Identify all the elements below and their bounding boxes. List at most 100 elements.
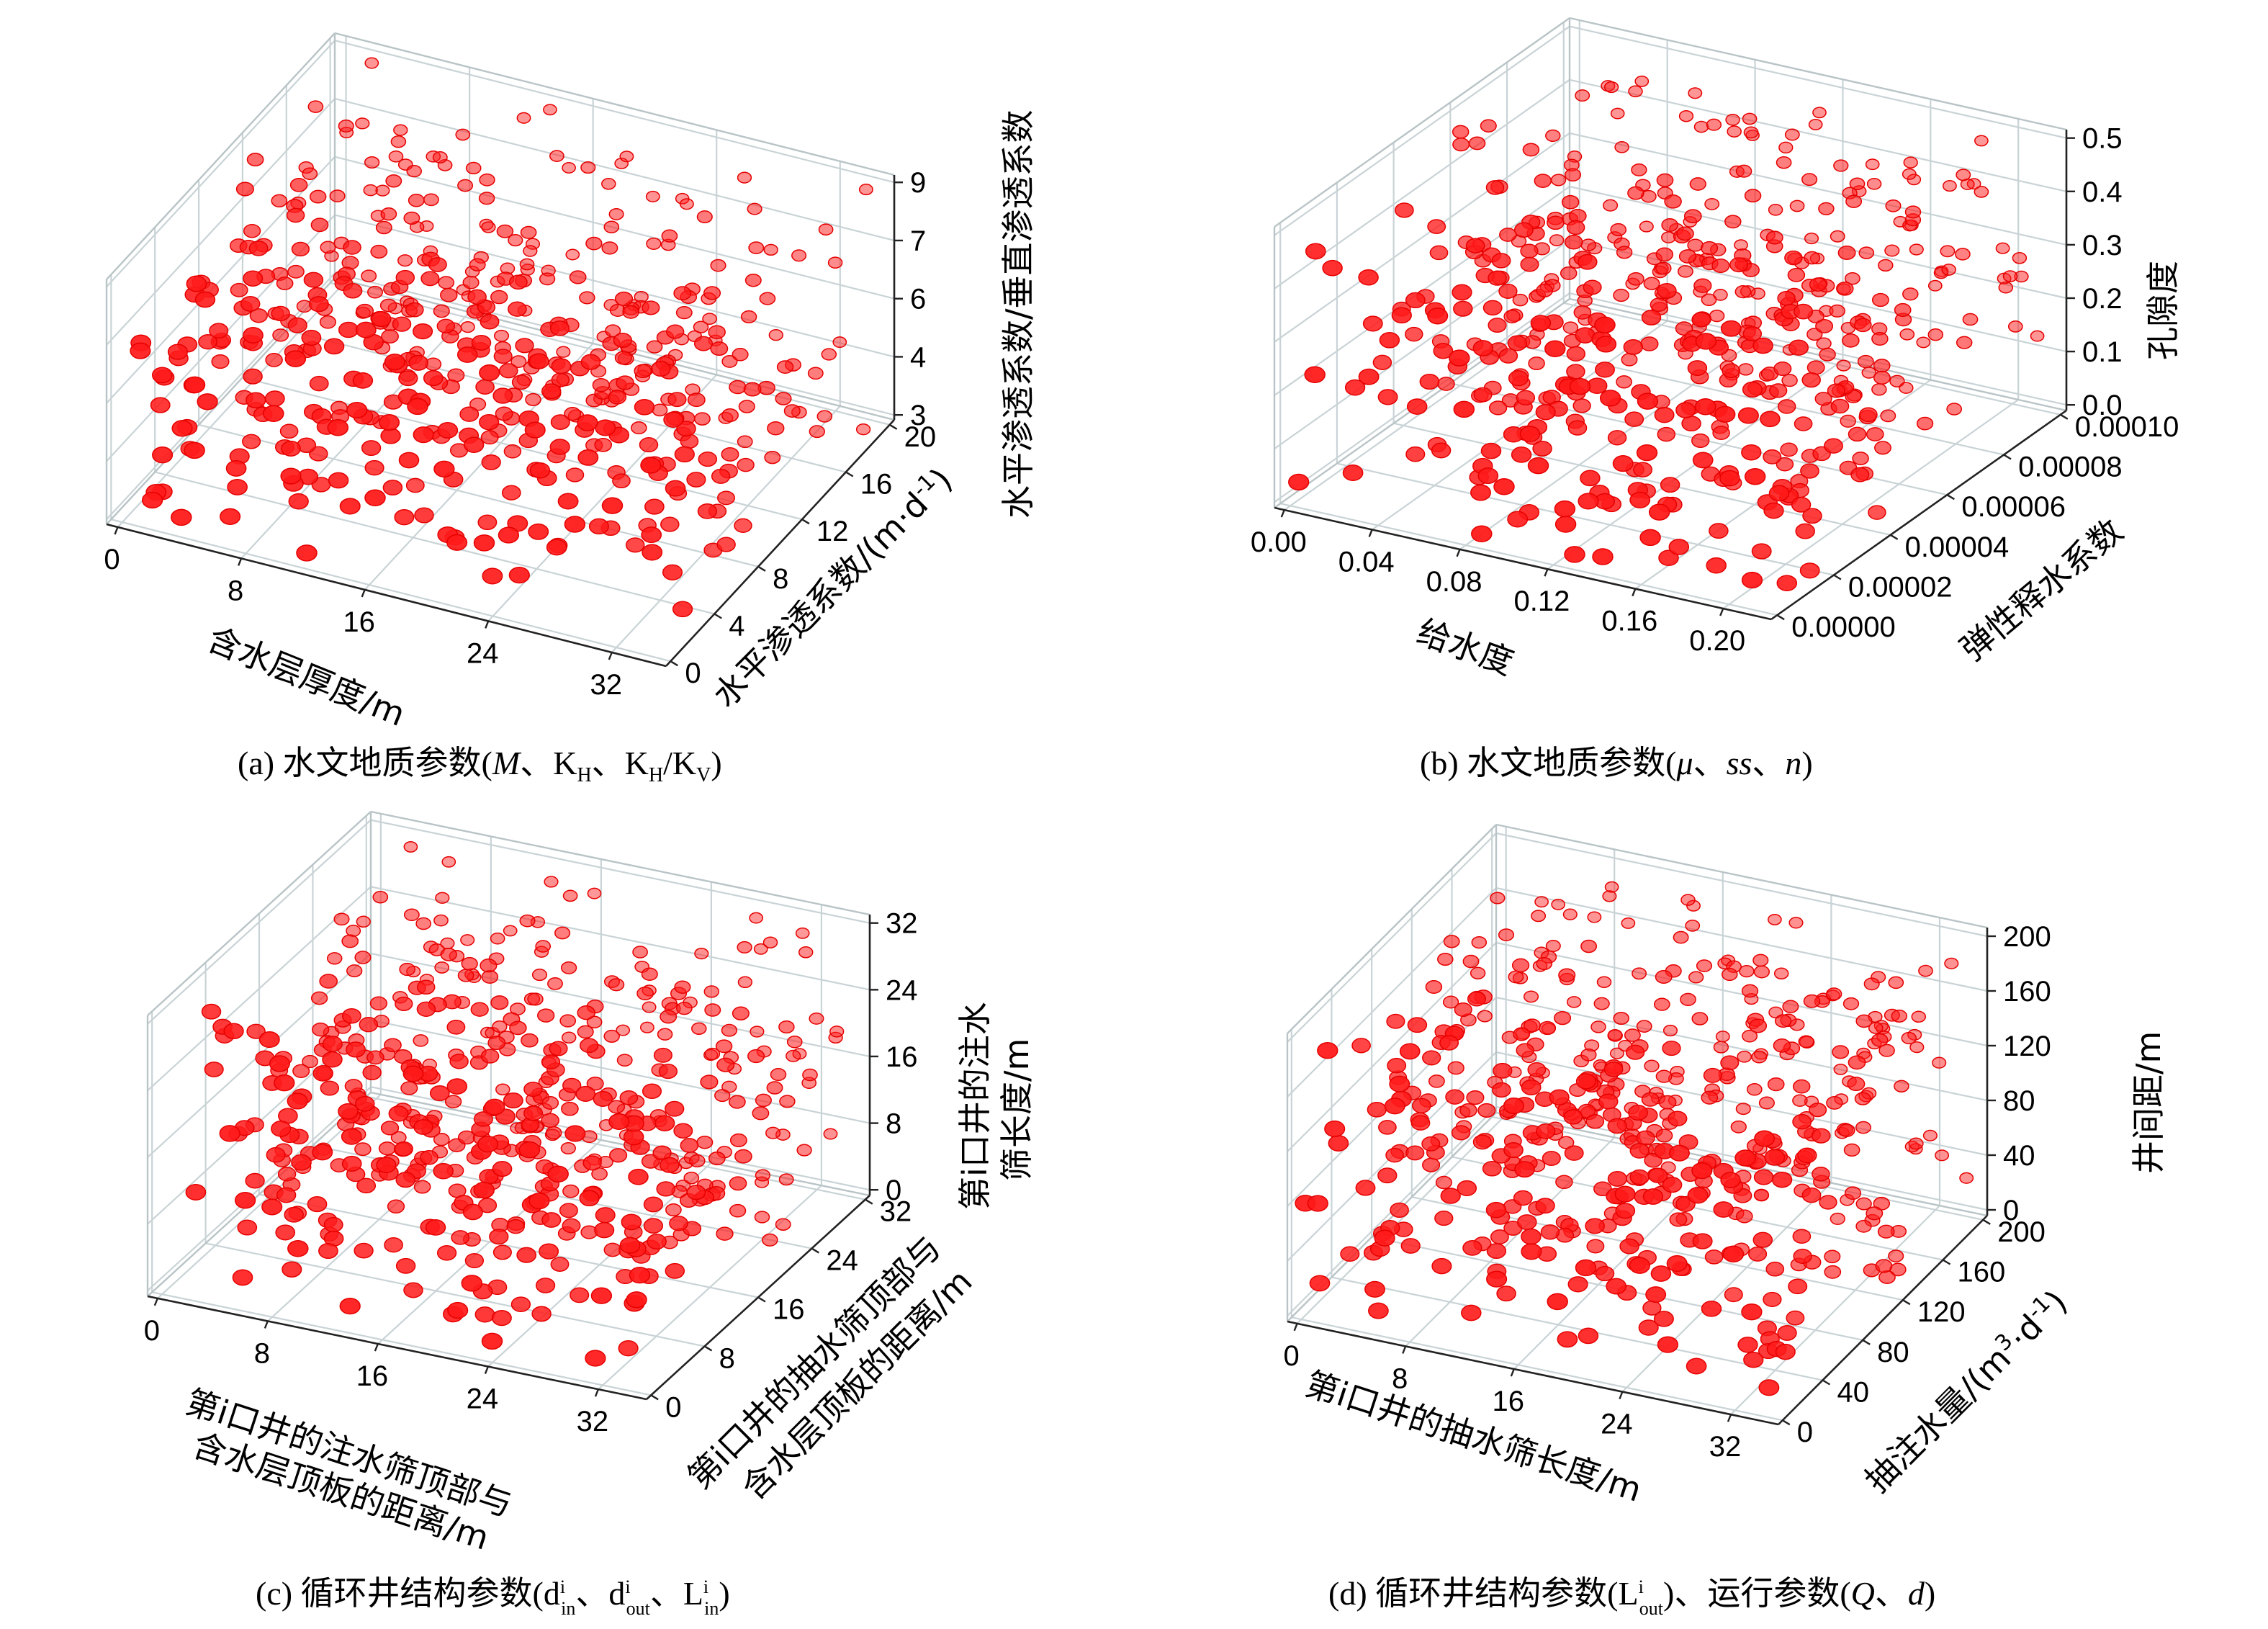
- scatter-point: [1788, 1278, 1808, 1295]
- scatter-point: [1706, 557, 1727, 574]
- grid-back-z: [334, 40, 895, 184]
- scatter-point: [762, 1233, 778, 1247]
- scatter-point: [537, 1008, 555, 1023]
- scatter-point: [186, 275, 207, 292]
- grid-floor-y: [1279, 503, 1778, 616]
- scatter-point: [1797, 1147, 1817, 1164]
- scatter-point: [1627, 186, 1644, 200]
- scatter-point: [529, 462, 551, 479]
- grid-floor-x: [1372, 320, 1668, 531]
- scatter-point: [1927, 328, 1944, 341]
- scatter-point: [616, 1054, 633, 1067]
- scatter-point: [1554, 516, 1577, 533]
- scatter-point: [680, 434, 699, 449]
- x-tick: [264, 1320, 269, 1329]
- scatter-point: [737, 976, 753, 989]
- scatter-point: [1477, 1010, 1493, 1023]
- scatter-point: [809, 1012, 824, 1025]
- z-tick-label: 3: [910, 400, 926, 431]
- grid-side-z: [1287, 833, 1497, 1043]
- scatter-point: [1583, 279, 1602, 295]
- scatter-point: [416, 1001, 436, 1017]
- scatter-point: [1429, 245, 1449, 261]
- scatter-point: [776, 360, 794, 374]
- scatter-point: [1405, 292, 1426, 309]
- scatter-point: [710, 341, 729, 356]
- x-tick-label: 0.04: [1338, 546, 1395, 578]
- scatter-point: [1384, 1098, 1405, 1115]
- scatter-point: [1634, 75, 1650, 87]
- scatter-point: [1616, 246, 1633, 259]
- y-tick: [2003, 454, 2012, 460]
- scatter-point: [382, 480, 403, 496]
- scatter-point: [1550, 174, 1567, 187]
- scatter-point: [737, 941, 752, 953]
- scatter-point: [1692, 1233, 1713, 1249]
- scatter-point: [1454, 1002, 1472, 1018]
- grid-back-z: [1495, 941, 1988, 1047]
- scatter-point: [603, 1029, 620, 1043]
- scatter-point: [614, 157, 629, 169]
- scatter-point: [405, 302, 424, 318]
- scatter-point: [1660, 477, 1680, 493]
- scatter-point: [1609, 1047, 1624, 1059]
- scatter-point: [660, 516, 680, 532]
- scatter-point: [783, 404, 801, 418]
- scatter-point: [343, 283, 363, 299]
- scatter-point: [1763, 502, 1784, 519]
- scatter-point: [276, 277, 294, 290]
- scatter-point: [284, 1206, 304, 1223]
- scatter-point: [1462, 1240, 1482, 1256]
- scatter-point: [622, 305, 639, 319]
- scatter-point: [1758, 1379, 1780, 1396]
- scatter-point: [446, 1078, 468, 1095]
- scatter-point: [1843, 1143, 1860, 1157]
- scatter-point: [1575, 1073, 1596, 1090]
- y-tick: [1833, 574, 1842, 580]
- scatter-point: [1829, 304, 1845, 318]
- scatter-point: [1520, 243, 1539, 259]
- scatter-point: [711, 468, 731, 484]
- scatter-point: [209, 323, 229, 339]
- scatter-point: [656, 1181, 676, 1197]
- scatter-point: [327, 419, 349, 436]
- scatter-point: [1488, 400, 1508, 416]
- scatter-point: [475, 379, 495, 395]
- scatter-point: [1693, 120, 1709, 133]
- scatter-point: [1878, 1270, 1896, 1284]
- scatter-point: [171, 420, 193, 437]
- scatter-point: [665, 1203, 682, 1217]
- scatter-point: [1355, 1180, 1376, 1196]
- scatter-point: [384, 1038, 402, 1053]
- scatter-point: [1655, 1069, 1673, 1083]
- scatter-point: [398, 452, 420, 469]
- scatter-point: [683, 1171, 700, 1185]
- scatter-point: [1554, 500, 1576, 518]
- scatter-point: [1564, 546, 1585, 563]
- scatter-point: [326, 952, 343, 965]
- scatter-point: [508, 274, 528, 290]
- scatter-point: [510, 1296, 531, 1313]
- scatter-point: [258, 1031, 280, 1049]
- scatter-point: [1377, 1167, 1398, 1184]
- scatter-point: [1888, 976, 1904, 989]
- scatter-point: [343, 240, 361, 255]
- scatter-point: [509, 1020, 527, 1036]
- scatter-point: [619, 1090, 639, 1105]
- scatter-point: [1650, 297, 1668, 312]
- scatter-point: [1513, 1027, 1531, 1041]
- scatter-point: [451, 1230, 470, 1245]
- scatter-point: [1554, 1010, 1572, 1026]
- scatter-point: [556, 346, 571, 358]
- scatter-point: [693, 412, 711, 426]
- scatter-point: [1932, 1056, 1947, 1069]
- scatter-point: [1688, 87, 1703, 99]
- scatter-point: [1657, 282, 1677, 299]
- scatter-point: [338, 1103, 359, 1120]
- scatter-point: [855, 423, 871, 436]
- scatter-point: [473, 534, 495, 552]
- scatter-point: [1676, 226, 1694, 241]
- scatter-point: [518, 1141, 541, 1159]
- scatter-point: [301, 329, 322, 346]
- scatter-point: [1885, 199, 1902, 212]
